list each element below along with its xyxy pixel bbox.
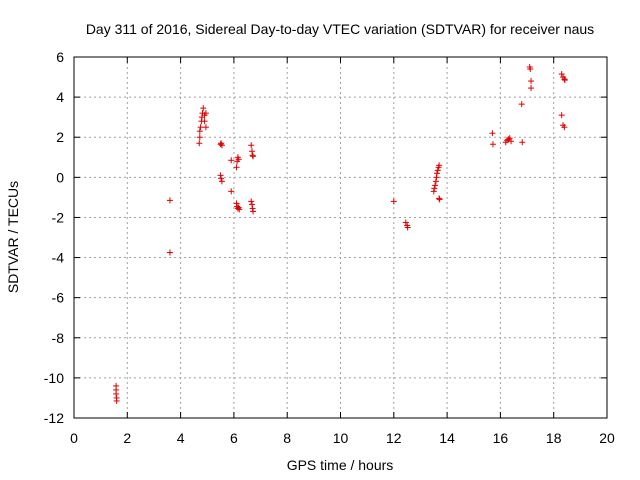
data-point [236,206,243,213]
data-point [228,188,235,195]
data-point [489,130,496,137]
y-tick-label: 6 [56,49,64,65]
x-tick-label: 8 [283,430,291,446]
data-point [436,195,443,202]
x-tick-label: 20 [599,430,615,446]
data-point [218,178,225,185]
data-point [558,71,565,78]
data-point [196,134,203,141]
data-point [249,201,256,208]
data-point [249,148,256,155]
data-point [217,141,224,148]
data-point [508,138,515,145]
data-point [233,200,240,207]
data-point [390,198,397,205]
y-tick-label: -12 [44,410,64,426]
data-point [561,124,568,131]
data-point [528,85,535,92]
data-point [250,208,257,215]
data-point [433,170,440,177]
data-point [558,112,565,119]
y-tick-label: -8 [52,330,65,346]
x-tick-label: 0 [70,430,78,446]
y-axis: -12 -10 -8 -6 -4 -2 0 2 4 6 [44,49,607,426]
data-point [432,182,439,189]
chart-title: Day 311 of 2016, Sidereal Day-to-day VTE… [86,21,594,37]
data-point [228,157,235,164]
data-point [528,78,535,85]
data-point [113,397,120,404]
data-point [197,124,204,131]
x-tick-label: 2 [123,430,131,446]
y-tick-label: -4 [52,250,65,266]
data-point [519,139,526,146]
x-tick-label: 18 [546,430,562,446]
data-point [436,162,443,169]
gridlines [74,57,607,418]
data-point [166,249,173,256]
data-point [202,110,209,117]
data-point [249,205,256,212]
data-point [113,390,120,397]
data-point [196,140,203,147]
data-point [235,156,242,163]
data-point [233,164,240,171]
data-point [248,142,255,149]
data-point [432,178,439,185]
y-tick-label: 4 [56,89,64,105]
data-point [402,219,409,226]
data-points [113,64,568,404]
data-point [527,66,534,73]
data-point [436,196,443,203]
x-tick-label: 14 [439,430,455,446]
x-axis-label: GPS time / hours [287,457,394,473]
y-axis-label: SDTVAR / TECUs [5,181,21,293]
data-point [561,76,568,83]
y-tick-label: -10 [44,370,64,386]
data-point [561,77,568,84]
data-point [196,128,203,135]
data-point [166,197,173,204]
data-point [201,118,208,125]
x-axis: 0 2 4 6 8 10 12 14 16 18 20 [70,57,615,446]
y-tick-label: 0 [56,169,64,185]
x-tick-label: 6 [230,430,238,446]
data-point [234,205,241,212]
data-point [217,172,224,179]
data-point [218,142,225,149]
data-point [404,224,411,231]
data-point [518,101,525,108]
data-point [489,141,496,148]
data-point [433,174,440,181]
y-tick-label: -2 [52,209,65,225]
data-point [200,105,207,112]
data-point [202,124,209,131]
x-tick-label: 4 [177,430,185,446]
data-point [249,152,256,159]
x-tick-label: 12 [386,430,402,446]
x-tick-label: 10 [333,430,349,446]
data-point [248,198,255,205]
data-point [250,153,257,160]
data-point [506,135,513,142]
data-point [218,175,225,182]
y-tick-label: -6 [52,290,65,306]
x-tick-label: 16 [493,430,509,446]
data-point [431,185,438,192]
data-point [434,167,441,174]
y-tick-label: 2 [56,129,64,145]
data-point [430,188,437,195]
